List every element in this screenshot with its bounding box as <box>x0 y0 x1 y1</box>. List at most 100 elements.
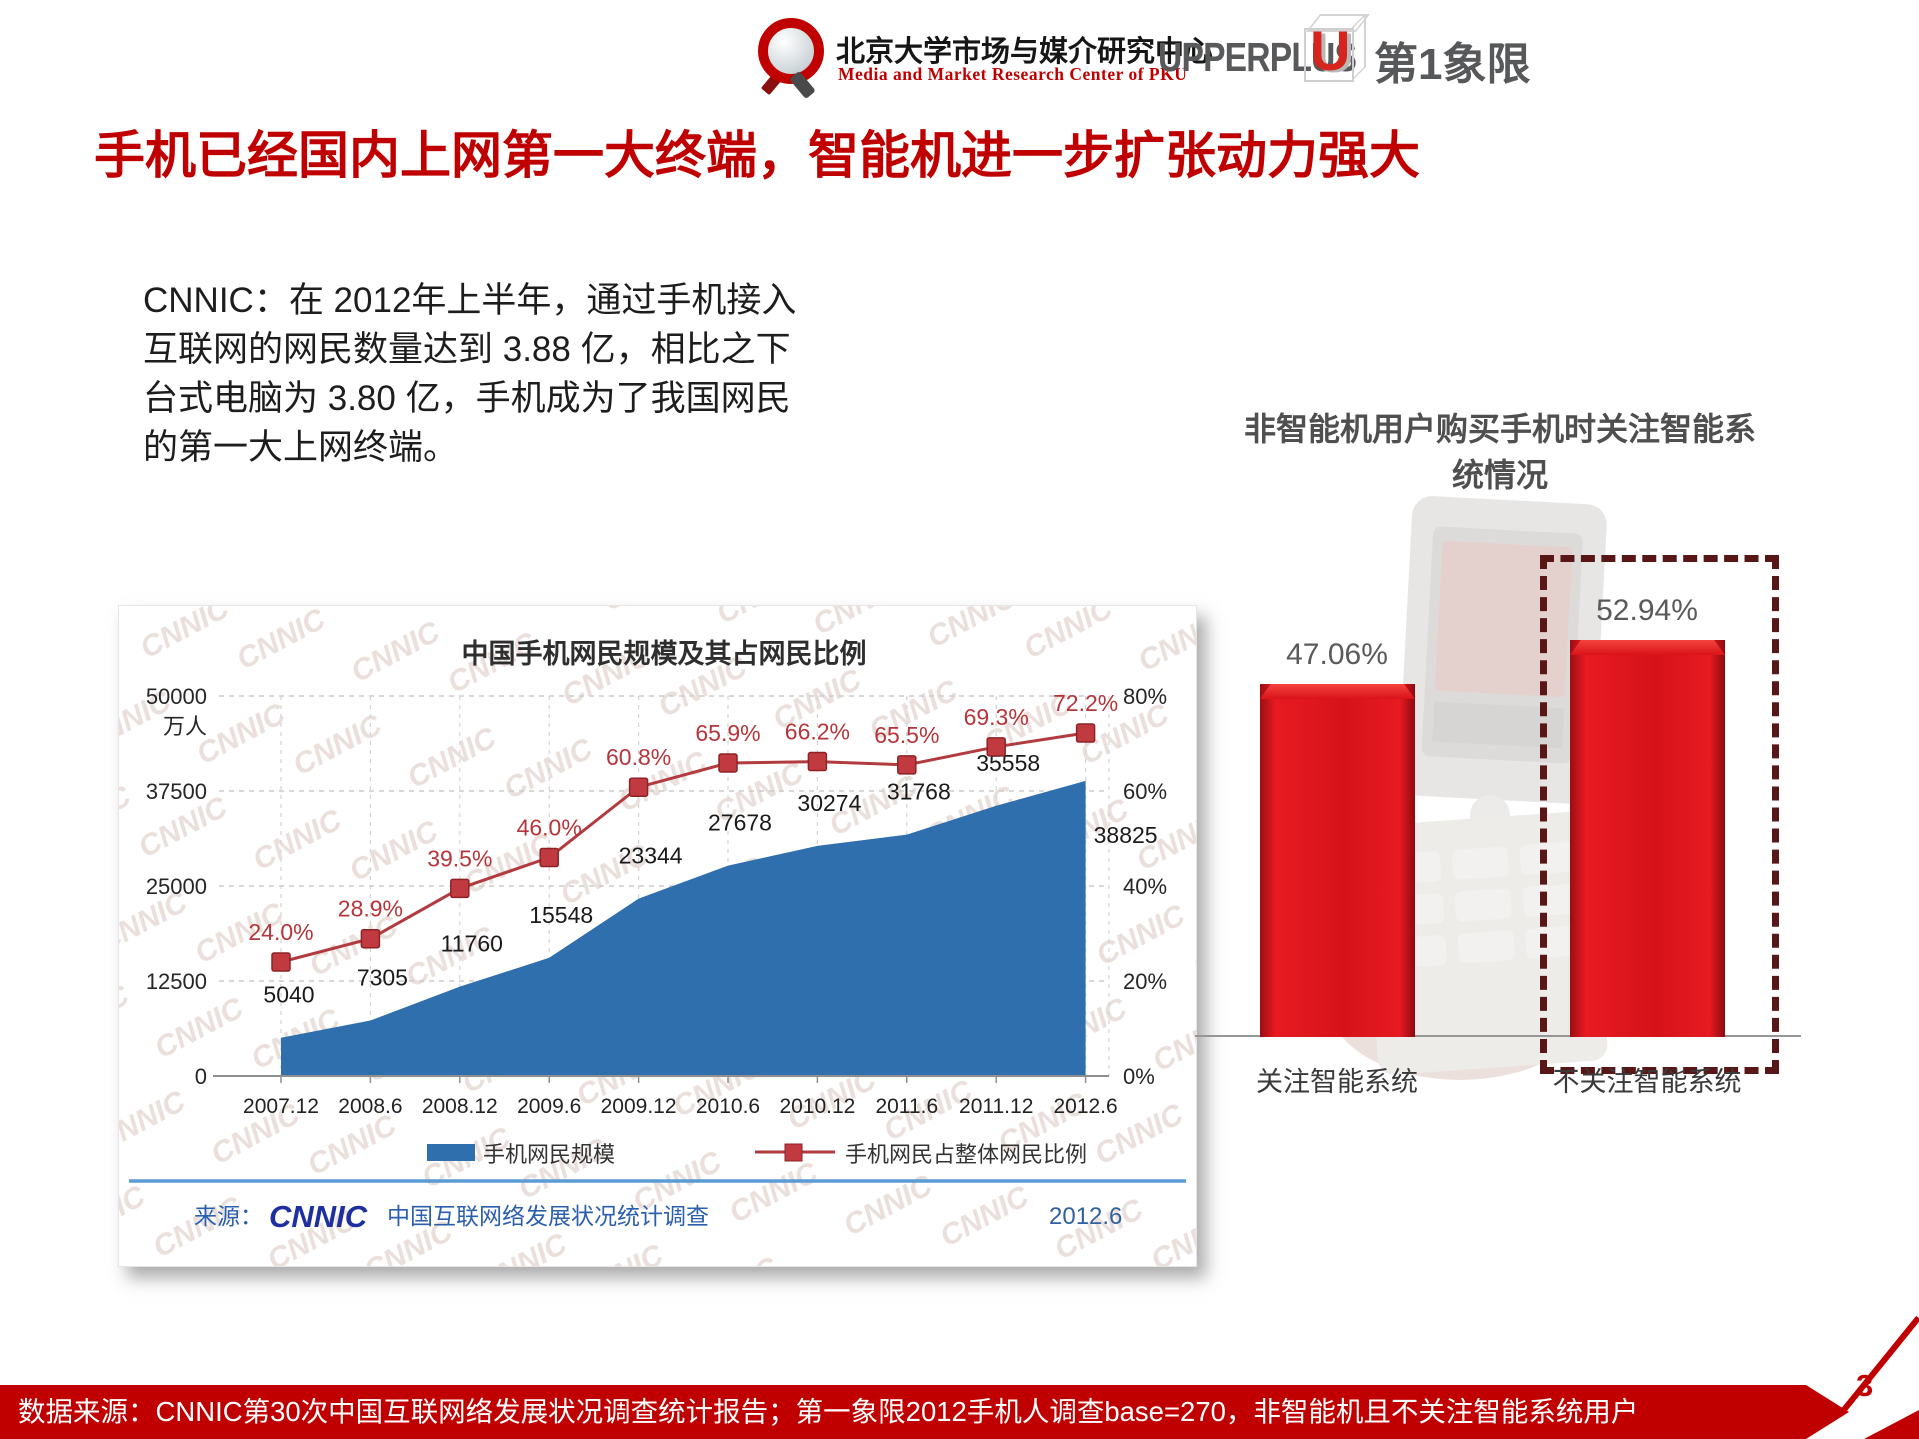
pct-value-label: 66.2% <box>785 719 850 745</box>
line-marker <box>539 847 559 868</box>
legend-label-line: 手机网民占整体网民比例 <box>845 1142 1087 1167</box>
area-value-label: 23344 <box>619 843 683 869</box>
right-axis-tick: 80% <box>1123 684 1167 709</box>
area-value-label: 27678 <box>708 810 772 836</box>
x-axis-label: 2009.12 <box>601 1095 677 1118</box>
area-value-label: 15548 <box>529 902 593 928</box>
left-axis-unit: 万人 <box>163 714 207 739</box>
x-axis-label: 2012.6 <box>1053 1095 1117 1118</box>
legend-swatch-line <box>784 1143 803 1162</box>
phone-key <box>1451 846 1510 881</box>
source-text: 中国互联网络发展状况统计调查 <box>387 1203 709 1229</box>
x-axis-label: 2009.6 <box>517 1095 581 1118</box>
pct-value-label: 46.0% <box>517 815 582 841</box>
bar-attention <box>1260 684 1415 1037</box>
area-value-label: 35558 <box>976 750 1040 776</box>
line-marker <box>1075 723 1096 743</box>
footer-source-text: 数据来源：CNNIC第30次中国互联网络发展状况调查统计报告；第一象限2012手… <box>18 1396 1639 1427</box>
line-marker <box>628 777 649 797</box>
right-axis-tick: 60% <box>1123 779 1167 804</box>
page-number: 3 <box>1856 1368 1874 1403</box>
pct-value-label: 28.9% <box>338 896 403 922</box>
left-axis-tick: 0 <box>195 1064 207 1089</box>
left-chart-title: 中国手机网民规模及其占网民比例 <box>462 639 867 669</box>
phone-key <box>1454 888 1513 922</box>
category-label: 不关注智能系统 <box>1552 1067 1742 1097</box>
bar-value-label: 47.06% <box>1286 638 1388 671</box>
line-marker <box>271 952 291 972</box>
highlight-dashed-box <box>1540 555 1779 1074</box>
source-date: 2012.6 <box>1049 1203 1122 1230</box>
cube-right-face <box>1352 13 1366 81</box>
bar-no-attention <box>1570 640 1725 1037</box>
footer-corner-triangle <box>1864 1410 1919 1439</box>
upperplus-wordmark: UPPERPLUS <box>1158 34 1357 80</box>
pku-center-name-cn: 北京大学市场与媒介研究中心 <box>836 36 1214 68</box>
right-axis-tick: 40% <box>1123 874 1167 899</box>
magnifier-logo-icon <box>752 16 828 100</box>
line-marker <box>360 928 381 949</box>
body-line: 互联网的网民数量达到 3.88 亿，相比之下 <box>143 330 791 369</box>
left-axis-tick: 50000 <box>146 684 207 709</box>
upperplus-cube-logo: U <box>1300 10 1371 88</box>
right-chart-title-line1: 非智能机用户购买手机时关注智能系 <box>1243 411 1756 447</box>
pct-value-label: 65.5% <box>874 722 939 748</box>
right-chart-axis-line <box>1195 1035 1801 1037</box>
footer-bar: 数据来源：CNNIC第30次中国互联网络发展状况调查统计报告；第一象限2012手… <box>0 1385 1849 1439</box>
x-axis-label: 2008.12 <box>422 1095 498 1118</box>
left-axis-tick: 37500 <box>146 779 207 804</box>
line-marker <box>718 753 738 773</box>
right-axis-tick: 20% <box>1123 969 1167 994</box>
x-axis-label: 2010.6 <box>696 1095 760 1118</box>
area-value-label: 5040 <box>263 982 314 1008</box>
right-chart-title-line2: 统情况 <box>1451 457 1548 493</box>
x-axis-label: 2011.6 <box>875 1095 938 1118</box>
body-line: 的第一大上网终端。 <box>143 428 459 467</box>
x-axis-label: 2007.12 <box>243 1095 319 1118</box>
pct-value-label: 60.8% <box>606 744 671 770</box>
x-axis-label: 2008.6 <box>338 1095 402 1118</box>
bar-value-label: 52.94% <box>1596 594 1698 627</box>
area-value-label: 11760 <box>441 931 503 957</box>
area-series-mobile-netizens <box>281 780 1086 1076</box>
magnifier-glass <box>758 18 824 84</box>
smart-system-attention-chart: 非智能机用户购买手机时关注智能系 统情况 <box>1195 400 1805 1120</box>
phone-key <box>1457 930 1516 964</box>
mobile-netizen-chart: CNNICCNNIC中国手机网民规模及其占网民比例5000080%3750060… <box>119 606 1196 1266</box>
line-marker <box>986 737 1006 757</box>
body-paragraph: CNNIC：在 2012年上半年，通过手机接入 互联网的网民数量达到 3.88 … <box>143 276 796 472</box>
line-series-pct <box>280 731 1086 964</box>
pct-value-label: 24.0% <box>248 919 313 945</box>
area-value-label: 38825 <box>1094 822 1158 848</box>
cube-u-glyph: U <box>1310 19 1351 82</box>
body-line: 台式电脑为 3.80 亿，手机成为了我国网民 <box>143 379 791 418</box>
pct-value-label: 72.2% <box>1053 690 1118 716</box>
category-label: 关注智能系统 <box>1256 1067 1418 1097</box>
cnnic-logo: CNNIC <box>269 1199 368 1234</box>
pct-value-label: 39.5% <box>427 845 492 871</box>
line-marker <box>807 751 828 772</box>
legend-label-area: 手机网民规模 <box>483 1142 615 1167</box>
x-axis-label: 2011.12 <box>959 1095 1033 1118</box>
page-title: 手机已经国内上网第一大终端，智能机进一步扩张动力强大 <box>94 127 1421 184</box>
left-axis-tick: 12500 <box>146 969 207 994</box>
area-value-label: 7305 <box>357 964 408 990</box>
line-marker <box>897 755 917 775</box>
pct-value-label: 69.3% <box>964 704 1029 730</box>
footer-diagonal-stripe <box>1840 1315 1919 1413</box>
right-axis-tick: 0% <box>1123 1064 1155 1089</box>
cube-front-face <box>1304 28 1354 82</box>
body-line: CNNIC：在 2012年上半年，通过手机接入 <box>143 281 797 320</box>
left-axis-tick: 25000 <box>146 874 207 899</box>
legend-swatch-area <box>427 1144 475 1161</box>
source-prefix: 来源： <box>194 1203 263 1229</box>
phone-hinge <box>1470 795 1510 835</box>
quadrant-wordmark: 第1象限 <box>1374 40 1531 89</box>
area-value-label: 30274 <box>797 790 861 816</box>
x-axis-label: 2010.12 <box>779 1095 855 1118</box>
area-value-label: 31768 <box>887 779 951 805</box>
cnnic-chart-panel: CNNICCNNIC中国手机网民规模及其占网民比例5000080%3750060… <box>118 605 1197 1267</box>
pku-center-name-en: Media and Market Research Center of PKU <box>838 64 1188 84</box>
pct-value-label: 65.9% <box>695 720 760 746</box>
